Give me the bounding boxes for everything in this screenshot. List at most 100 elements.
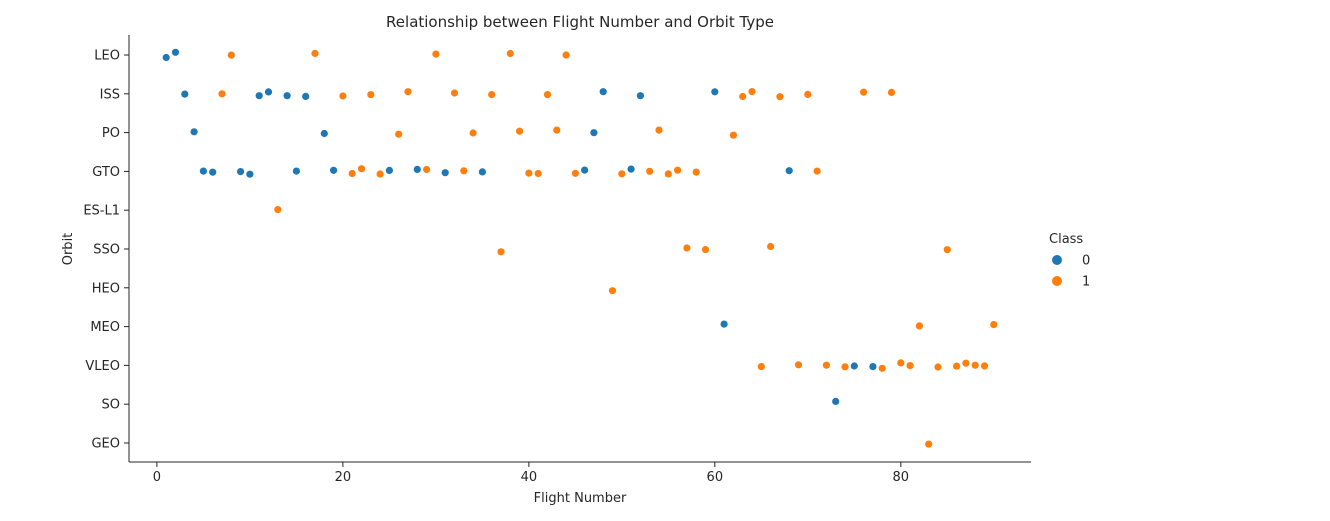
y-tick-label: PO	[102, 126, 120, 141]
data-points	[162, 48, 998, 448]
data-point-class-1	[506, 49, 514, 58]
data-point-class-0	[581, 166, 589, 174]
y-tick-label: GEO	[91, 437, 120, 452]
legend: Class 0 1	[1049, 232, 1090, 290]
data-point-class-0	[636, 92, 645, 100]
data-point-class-0	[832, 397, 840, 405]
data-point-class-1	[488, 91, 496, 99]
chart-title: Relationship between Flight Number and O…	[386, 13, 774, 31]
data-point-class-1	[934, 363, 942, 371]
data-point-class-1	[311, 49, 319, 58]
data-point-class-1	[469, 129, 477, 137]
data-point-class-1	[562, 51, 570, 59]
data-point-class-1	[608, 287, 617, 295]
data-point-class-1	[813, 167, 821, 175]
data-point-class-1	[357, 165, 366, 173]
data-point-class-1	[906, 362, 914, 370]
data-point-class-1	[767, 242, 775, 251]
x-tick-label: 20	[335, 470, 352, 485]
data-point-class-1	[525, 169, 533, 177]
data-point-class-1	[516, 127, 524, 135]
legend-marker	[1052, 255, 1062, 265]
data-point-class-1	[971, 361, 979, 369]
data-point-class-1	[878, 364, 886, 372]
data-point-class-1	[701, 246, 710, 254]
data-point-class-0	[302, 92, 310, 100]
x-tick-label: 40	[521, 470, 538, 485]
data-point-class-1	[423, 165, 431, 174]
data-point-class-1	[887, 88, 896, 96]
data-point-class-1	[860, 88, 868, 96]
data-point-class-0	[181, 90, 189, 98]
data-point-class-1	[571, 169, 580, 177]
x-axis-label: Flight Number	[534, 491, 627, 506]
data-point-class-1	[460, 167, 468, 175]
data-point-class-1	[367, 91, 375, 99]
data-point-class-1	[739, 92, 747, 101]
data-point-class-1	[915, 322, 924, 330]
y-tick-label: VLEO	[85, 359, 120, 374]
y-tick-label: MEO	[90, 320, 120, 335]
data-point-class-1	[692, 168, 700, 176]
data-point-class-0	[330, 166, 338, 174]
data-point-class-0	[720, 320, 728, 328]
data-point-class-0	[627, 165, 635, 173]
data-point-class-1	[534, 169, 542, 178]
x-tick-label: 0	[153, 470, 161, 485]
data-point-class-1	[943, 246, 951, 254]
data-point-class-0	[711, 88, 719, 96]
data-point-class-0	[190, 128, 198, 136]
axes: 0 20 40 60 80 LEO ISS PO GTO ES-L1 SSO HEO MEO VLEO SO…	[83, 35, 1031, 485]
data-point-class-0	[199, 167, 207, 175]
data-point-class-0	[237, 168, 245, 176]
data-point-class-1	[227, 51, 235, 59]
y-tick-label: ISS	[100, 87, 120, 102]
data-point-class-0	[441, 169, 449, 177]
x-tick-label: 60	[707, 470, 724, 485]
data-point-class-0	[320, 129, 328, 138]
data-point-class-1	[618, 170, 626, 178]
data-point-class-1	[274, 206, 282, 214]
data-point-class-0	[283, 92, 291, 100]
y-tick-label: LEO	[94, 49, 120, 64]
data-point-class-0	[385, 166, 393, 174]
data-point-class-0	[785, 167, 793, 175]
data-point-class-1	[450, 89, 459, 97]
data-point-class-1	[553, 126, 561, 134]
data-point-class-0	[246, 170, 254, 178]
legend-title: Class	[1049, 232, 1083, 247]
y-axis-label: Orbit	[61, 233, 76, 266]
data-point-class-1	[897, 359, 905, 367]
data-point-class-1	[757, 363, 765, 371]
data-point-class-0	[478, 168, 486, 176]
data-point-class-1	[218, 90, 226, 98]
data-point-class-1	[990, 321, 998, 329]
data-point-class-1	[683, 244, 691, 252]
y-tick-label: SO	[102, 398, 120, 413]
legend-label: 0	[1082, 254, 1090, 269]
legend-marker	[1052, 276, 1062, 286]
data-point-class-1	[497, 248, 505, 256]
data-point-class-0	[413, 165, 421, 173]
data-point-class-0	[209, 168, 217, 176]
data-point-class-1	[664, 170, 672, 178]
data-point-class-1	[980, 362, 989, 370]
y-tick-label: SSO	[93, 243, 120, 258]
data-point-class-1	[432, 50, 440, 58]
data-point-class-1	[339, 92, 347, 100]
y-tick-label: HEO	[92, 281, 120, 296]
data-point-class-0	[162, 53, 170, 62]
data-point-class-0	[590, 129, 598, 137]
data-point-class-1	[822, 361, 831, 369]
data-point-class-1	[404, 88, 412, 96]
y-tick-label: GTO	[92, 165, 120, 180]
data-point-class-1	[748, 88, 756, 96]
data-point-class-1	[674, 166, 682, 174]
data-point-class-1	[376, 170, 384, 178]
data-point-class-1	[804, 90, 812, 98]
legend-label: 1	[1082, 275, 1090, 290]
data-point-class-1	[776, 93, 784, 101]
data-point-class-1	[794, 361, 803, 369]
data-point-class-1	[655, 126, 663, 134]
